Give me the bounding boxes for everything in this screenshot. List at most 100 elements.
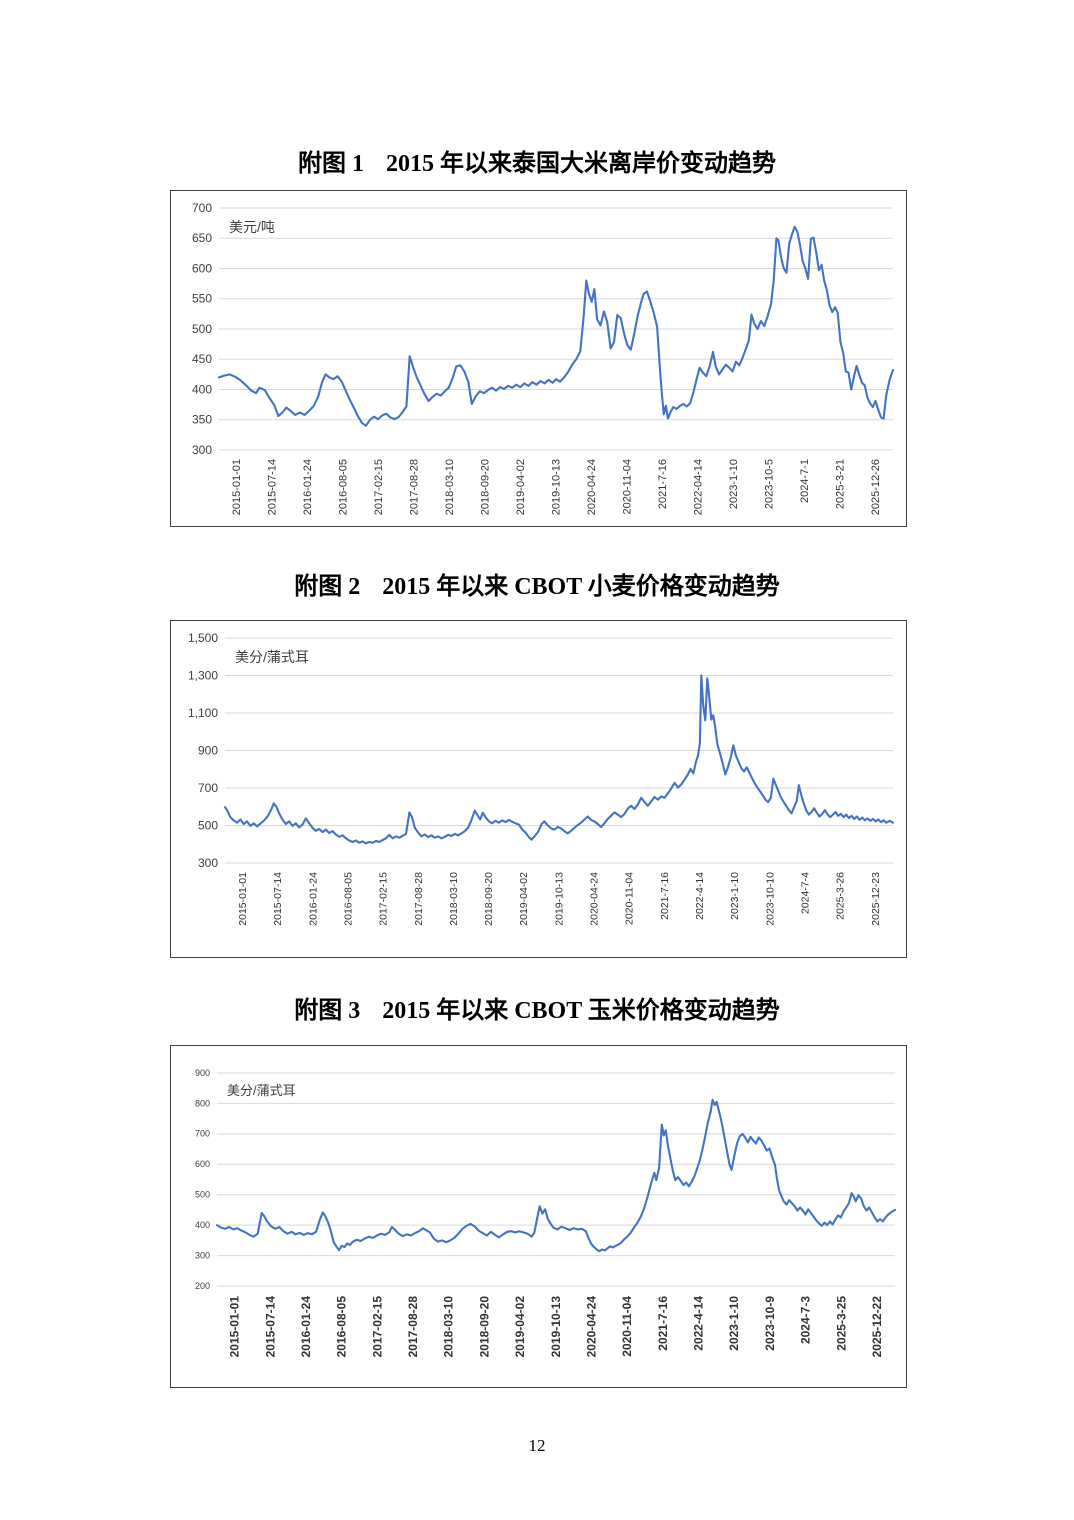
y-axis-tick-label: 1,300: [188, 668, 218, 682]
x-axis-tick-label: 2025-12-23: [870, 872, 882, 926]
y-axis-tick-label: 500: [198, 818, 218, 832]
y-axis-tick-label: 450: [192, 352, 212, 366]
x-axis-tick-label: 2016-01-24: [307, 872, 319, 926]
figure1-caption-label: 附图 1: [298, 151, 364, 177]
price-line-series: [223, 674, 895, 845]
x-axis-tick-label: 2019-10-13: [551, 459, 563, 515]
x-axis-tick-label: 2015-01-01: [237, 872, 249, 926]
x-axis-tick-label: 2017-02-15: [378, 872, 390, 926]
x-axis-tick-label: 2015-07-14: [263, 1296, 277, 1358]
x-axis-tick-label: 2020-11-04: [621, 459, 633, 514]
x-axis-tick-label: 2023-10-10: [764, 872, 776, 926]
x-axis-tick-label: 2020-11-04: [624, 872, 636, 925]
x-axis-tick-label: 2017-08-28: [413, 872, 425, 926]
x-axis-tick-label: 2019-10-13: [549, 1296, 563, 1358]
x-axis-tick-label: 2025-12-26: [870, 459, 882, 515]
x-axis-tick-label: 2023-1-10: [727, 1296, 741, 1351]
x-axis-tick-label: 2017-02-15: [370, 1296, 384, 1358]
x-axis-tick-label: 2019-04-02: [515, 459, 527, 515]
figure2-caption-label: 附图 2: [294, 574, 361, 600]
y-axis-tick-label: 300: [198, 856, 218, 870]
x-axis-tick-label: 2016-08-05: [338, 459, 350, 515]
y-axis-tick-label: 900: [195, 1068, 210, 1078]
x-axis-tick-label: 2022-4-14: [694, 872, 706, 920]
x-axis-tick-label: 2023-10-9: [763, 1296, 777, 1351]
y-axis-tick-label: 600: [192, 261, 212, 275]
x-axis-tick-label: 2015-07-14: [272, 872, 284, 926]
x-axis-tick-label: 2020-04-24: [586, 459, 598, 515]
figure1-chart-frame: 700 650 600 550 500 450 400 350 300 美元/吨 2015-01-0…: [170, 190, 907, 527]
y-axis-tick-label: 700: [192, 201, 212, 215]
x-axis-tick-label: 2017-08-28: [406, 1296, 420, 1358]
x-axis-tick-label: 2016-01-24: [299, 1296, 313, 1358]
x-axis-tick-label: 2015-01-01: [228, 1296, 242, 1358]
x-axis-tick-label: 2024-7-3: [799, 1296, 813, 1344]
x-axis-tick-label: 2023-1-10: [729, 872, 741, 920]
x-axis-tick-label: 2016-08-05: [335, 1296, 349, 1358]
x-axis-tick-label: 2021-7-16: [659, 872, 671, 920]
x-axis-tick-label: 2017-02-15: [373, 459, 385, 515]
y-axis-tick-label: 350: [192, 413, 212, 427]
y-axis-tick-label: 550: [192, 292, 212, 306]
x-axis-tick-label: 2025-3-25: [834, 1296, 848, 1351]
y-axis-tick-label: 700: [198, 781, 218, 795]
x-axis-tick-label: 2020-04-24: [589, 872, 601, 926]
figure2-caption-title: 2015 年以来 CBOT 小麦价格变动趋势: [382, 574, 780, 600]
x-axis-tick-label: 2018-03-10: [442, 1296, 456, 1358]
y-axis-unit-label: 美分/蒲式耳: [227, 1083, 296, 1098]
y-axis-tick-label: 300: [195, 1250, 210, 1260]
x-axis-tick-label: 2017-08-28: [409, 459, 421, 515]
price-line-series: [215, 1098, 897, 1253]
figure2-caption: 附图 2 2015 年以来 CBOT 小麦价格变动趋势: [0, 566, 1074, 601]
x-axis-tick-label: 2023-1-10: [728, 459, 740, 509]
x-axis-tick-label: 2024-7-4: [799, 872, 811, 914]
x-axis-tick-label: 2018-09-20: [480, 459, 492, 515]
x-axis-tick-label: 2015-01-01: [231, 459, 243, 515]
y-axis-tick-label: 300: [192, 443, 212, 457]
y-axis-tick-label: 600: [195, 1159, 210, 1169]
y-axis-tick-label: 800: [195, 1098, 210, 1108]
x-axis-tick-label: 2016-08-05: [342, 872, 354, 926]
figure1-caption-title: 2015 年以来泰国大米离岸价变动趋势: [386, 151, 776, 177]
figure3-caption: 附图 3 2015 年以来 CBOT 玉米价格变动趋势: [0, 990, 1074, 1025]
figure3-chart-frame: 900 800 700 600 500 400 300 200 美分/蒲式耳 2015-01-01…: [170, 1045, 907, 1388]
y-axis-tick-label: 1,100: [188, 706, 218, 720]
y-axis-tick-label: 500: [195, 1190, 210, 1200]
y-axis-tick-label: 650: [192, 231, 212, 245]
x-axis-tick-label: 2022-4-14: [692, 1296, 706, 1351]
x-axis-tick-label: 2025-3-21: [834, 459, 846, 509]
y-axis-tick-label: 1,500: [188, 631, 218, 645]
x-axis-tick-label: 2025-3-26: [835, 872, 847, 920]
x-axis-tick-label: 2020-04-24: [585, 1296, 599, 1358]
figure3-caption-title: 2015 年以来 CBOT 玉米价格变动趋势: [382, 998, 780, 1024]
x-axis-tick-label: 2022-04-14: [692, 459, 704, 515]
x-axis-tick-label: 2025-12-22: [870, 1296, 884, 1358]
y-axis-tick-label: 700: [195, 1129, 210, 1139]
line-chart: 900 800 700 600 500 400 300 200 美分/蒲式耳 2015-01-01…: [195, 1068, 897, 1358]
y-axis-tick-label: 200: [195, 1281, 210, 1291]
x-axis-tick-label: 2015-07-14: [267, 459, 279, 515]
x-axis-tick-label: 2019-04-02: [518, 872, 530, 926]
x-axis-tick-label: 2019-10-13: [553, 872, 565, 926]
figure2-chart-frame: 1,500 1,300 1,100 900 700 500 300 美分/蒲式耳 2015-01…: [170, 620, 907, 958]
x-axis-tick-label: 2021-7-16: [656, 1296, 670, 1351]
y-axis-unit-label: 美分/蒲式耳: [235, 649, 309, 665]
x-axis-tick-label: 2020-11-04: [620, 1296, 634, 1357]
x-axis-tick-label: 2024-7-1: [799, 459, 811, 503]
x-axis-tick-label: 2018-09-20: [477, 1296, 491, 1358]
x-axis-tick-label: 2016-01-24: [302, 459, 314, 515]
figure1-caption: 附图 1 2015 年以来泰国大米离岸价变动趋势: [0, 143, 1074, 178]
x-axis-tick-label: 2019-04-02: [513, 1296, 527, 1358]
x-axis-tick-label: 2018-09-20: [483, 872, 495, 926]
y-axis-tick-label: 500: [192, 322, 212, 336]
y-axis-unit-label: 美元/吨: [229, 219, 275, 235]
line-chart: 700 650 600 550 500 450 400 350 300 美元/吨 2015-01-0…: [192, 201, 895, 515]
x-axis-tick-label: 2018-03-10: [448, 872, 460, 926]
page-number: 12: [528, 1436, 546, 1455]
figure3-caption-label: 附图 3: [294, 998, 361, 1024]
x-axis-tick-label: 2021-7-16: [657, 459, 669, 509]
y-axis-tick-label: 400: [192, 382, 212, 396]
x-axis-tick-label: 2018-03-10: [444, 459, 456, 515]
x-axis-tick-label: 2023-10-5: [763, 459, 775, 509]
